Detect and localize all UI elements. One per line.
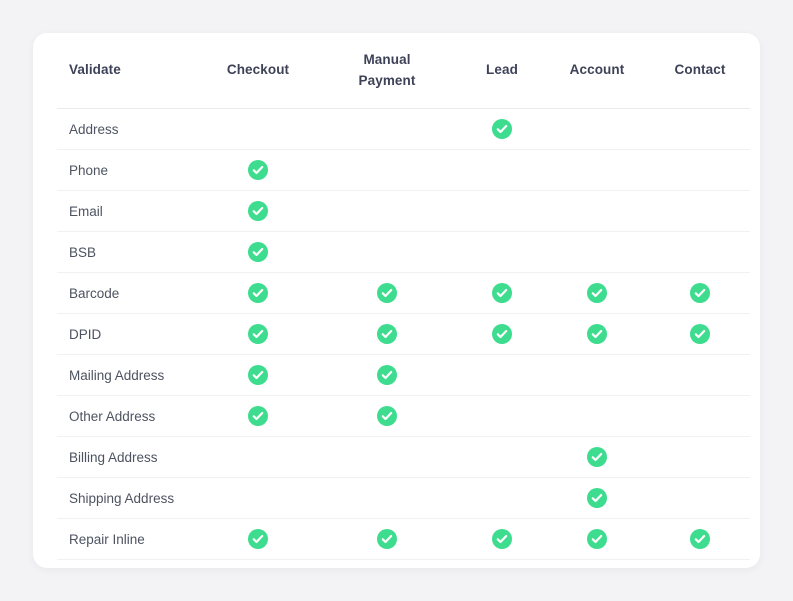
- check-icon: [248, 406, 268, 426]
- table-cell: [544, 529, 650, 549]
- check-icon: [377, 365, 397, 385]
- check-icon: [492, 324, 512, 344]
- table-cell: [202, 365, 314, 385]
- table-cell: [202, 283, 314, 303]
- column-header-manual-payment: Manual Payment: [358, 52, 416, 88]
- check-icon: [492, 119, 512, 139]
- table-cell: [460, 324, 544, 344]
- check-icon: [690, 324, 710, 344]
- column-header-account: Account: [569, 62, 625, 78]
- table-cell: [314, 365, 460, 385]
- column-header-checkout: Checkout: [226, 62, 290, 78]
- column-header-lead: Lead: [486, 62, 518, 78]
- row-label: Repair Inline: [69, 531, 145, 547]
- check-icon: [248, 324, 268, 344]
- check-icon: [377, 529, 397, 549]
- table-header-row: Validate Checkout Manual Payment Lead Ac…: [57, 33, 750, 109]
- table-row: Other Address: [57, 396, 750, 437]
- check-icon: [492, 529, 512, 549]
- table-cell: [650, 324, 750, 344]
- row-label: Shipping Address: [69, 490, 175, 506]
- check-icon: [248, 160, 268, 180]
- table-cell: [650, 529, 750, 549]
- table-cell: [544, 283, 650, 303]
- validation-matrix-card: Validate Checkout Manual Payment Lead Ac…: [33, 33, 760, 568]
- table-cell: [460, 119, 544, 139]
- check-icon: [587, 283, 607, 303]
- table-cell: [314, 406, 460, 426]
- table-body: Address Phone Email BSB Barcode DPID Mailing A…: [57, 109, 750, 560]
- table-cell: [544, 488, 650, 508]
- row-label: Phone: [69, 162, 109, 178]
- table-cell: [202, 529, 314, 549]
- check-icon: [587, 488, 607, 508]
- table-row: Address: [57, 109, 750, 150]
- table-row: Phone: [57, 150, 750, 191]
- table-cell: [460, 529, 544, 549]
- check-icon: [248, 529, 268, 549]
- check-icon: [248, 365, 268, 385]
- check-icon: [690, 529, 710, 549]
- check-icon: [248, 242, 268, 262]
- table-cell: [202, 242, 314, 262]
- column-header-contact: Contact: [674, 62, 726, 78]
- table-cell: [202, 406, 314, 426]
- check-icon: [587, 447, 607, 467]
- table-cell: [314, 283, 460, 303]
- table-row: Barcode: [57, 273, 750, 314]
- check-icon: [492, 283, 512, 303]
- check-icon: [587, 529, 607, 549]
- table-cell: [544, 324, 650, 344]
- row-label: DPID: [69, 326, 102, 342]
- row-label: BSB: [69, 244, 97, 260]
- table-cell: [314, 529, 460, 549]
- column-header-validate: Validate: [69, 62, 121, 78]
- row-label: Barcode: [69, 285, 120, 301]
- table-row: Email: [57, 191, 750, 232]
- row-label: Other Address: [69, 408, 156, 424]
- table-cell: [314, 324, 460, 344]
- table-row: Repair Inline: [57, 519, 750, 560]
- row-label: Mailing Address: [69, 367, 165, 383]
- check-icon: [377, 324, 397, 344]
- table-row: Mailing Address: [57, 355, 750, 396]
- check-icon: [248, 201, 268, 221]
- table-cell: [544, 447, 650, 467]
- table-cell: [650, 283, 750, 303]
- row-label: Email: [69, 203, 103, 219]
- check-icon: [377, 406, 397, 426]
- check-icon: [377, 283, 397, 303]
- table-cell: [202, 324, 314, 344]
- table-cell: [202, 201, 314, 221]
- row-label: Address: [69, 121, 119, 137]
- check-icon: [690, 283, 710, 303]
- table-row: DPID: [57, 314, 750, 355]
- check-icon: [587, 324, 607, 344]
- row-label: Billing Address: [69, 449, 158, 465]
- table-cell: [460, 283, 544, 303]
- table-row: BSB: [57, 232, 750, 273]
- table-row: Shipping Address: [57, 478, 750, 519]
- table-cell: [202, 160, 314, 180]
- check-icon: [248, 283, 268, 303]
- table-row: Billing Address: [57, 437, 750, 478]
